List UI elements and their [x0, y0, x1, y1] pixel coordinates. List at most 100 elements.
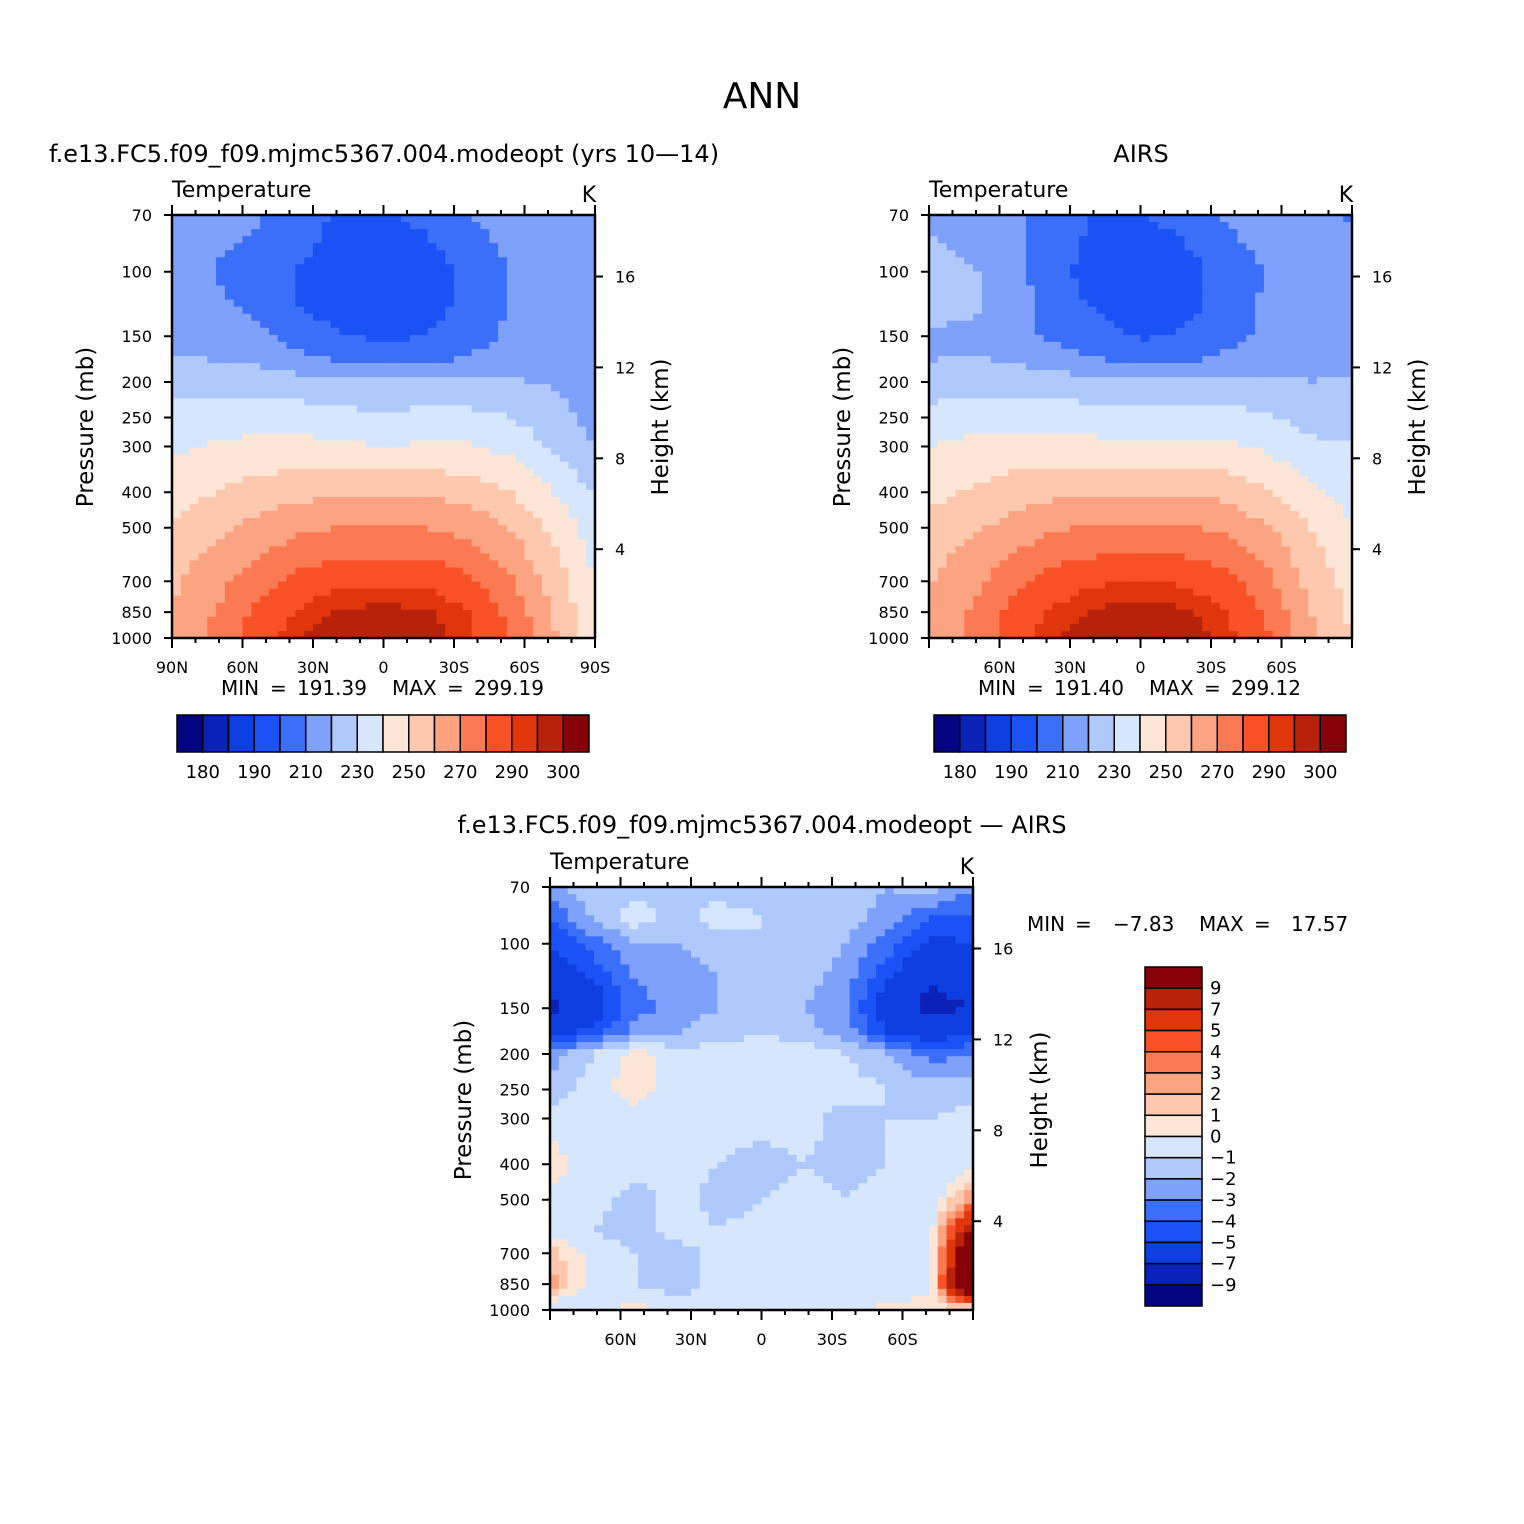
- heatmap-cell: [1122, 497, 1133, 505]
- heatmap-cell: [542, 398, 552, 406]
- heatmap-cell: [1034, 419, 1045, 428]
- heatmap-cell: [260, 595, 270, 604]
- heatmap-cell: [559, 595, 570, 604]
- heatmap-cell: [1263, 377, 1274, 385]
- heatmap-cell: [1263, 215, 1274, 223]
- heatmap-cell: [489, 398, 499, 406]
- heatmap-cell: [445, 398, 455, 406]
- heatmap-cell: [1299, 412, 1309, 421]
- heatmap-cell: [1043, 243, 1053, 251]
- heatmap-cell: [242, 504, 252, 512]
- heatmap-cell: [946, 426, 957, 435]
- heatmap-cell: [1281, 229, 1291, 237]
- heatmap-cell: [401, 567, 411, 576]
- heatmap-cell: [216, 405, 226, 413]
- heatmap-cell: [233, 250, 244, 258]
- heatmap-cell: [313, 264, 323, 272]
- heatmap-cell: [1025, 377, 1036, 385]
- heatmap-cell: [207, 299, 217, 308]
- heatmap-cell: [999, 398, 1009, 406]
- heatmap-cell: [392, 370, 402, 378]
- heatmap-cell: [1043, 377, 1053, 385]
- heatmap-cell: [550, 327, 561, 336]
- heatmap-cell: [973, 461, 983, 470]
- heatmap-cell: [1105, 454, 1115, 463]
- heatmap-cell: [1034, 497, 1045, 505]
- heatmap-cell: [1290, 299, 1300, 308]
- heatmap-cell: [357, 553, 367, 562]
- heatmap-cell: [1237, 278, 1247, 287]
- heatmap-cell: [550, 264, 561, 272]
- heatmap-cell: [198, 356, 208, 364]
- heatmap-cell: [1211, 313, 1221, 322]
- heatmap-cell: [357, 539, 367, 547]
- heatmap-cell: [304, 320, 314, 329]
- heatmap-cell: [418, 278, 429, 287]
- heatmap-cell: [515, 271, 526, 280]
- heatmap-cell: [313, 461, 323, 470]
- heatmap-cell: [1096, 468, 1106, 477]
- heatmap-cell: [524, 574, 534, 583]
- heatmap-cell: [1070, 405, 1080, 413]
- heatmap-cell: [374, 475, 385, 484]
- heatmap-cell: [392, 468, 402, 477]
- heatmap-cell: [251, 419, 261, 428]
- heatmap-cell: [286, 412, 296, 421]
- heatmap-cell: [1184, 341, 1194, 350]
- heatmap-cell: [506, 327, 517, 336]
- colorbar-swatch: [485, 714, 513, 753]
- heatmap-cell: [462, 285, 473, 294]
- heatmap-cell: [216, 602, 226, 611]
- heatmap-cell: [445, 497, 455, 505]
- heatmap-cell: [304, 257, 314, 265]
- heatmap-cell: [981, 257, 992, 265]
- heatmap-cell: [251, 574, 261, 583]
- heatmap-cell: [321, 553, 332, 562]
- heatmap-cell: [1070, 433, 1080, 442]
- colorbar-label: 300: [546, 762, 580, 783]
- heatmap-cell: [321, 278, 332, 287]
- heatmap-cell: [224, 419, 235, 428]
- heatmap-cell: [304, 616, 314, 625]
- heatmap-cell: [1025, 356, 1036, 364]
- heatmap-cell: [542, 348, 552, 357]
- heatmap-cell: [471, 518, 482, 526]
- heatmap-cell: [418, 518, 429, 526]
- heatmap-cell: [1096, 497, 1106, 505]
- model-max-value: 299.19: [474, 676, 544, 700]
- heatmap-cell: [233, 602, 244, 611]
- heatmap-cell: [990, 426, 1001, 435]
- heatmap-cell: [1193, 313, 1203, 322]
- heatmap-cell: [383, 426, 393, 435]
- heatmap-cell: [1122, 222, 1133, 230]
- heatmap-cell: [1025, 497, 1036, 505]
- heatmap-cell: [224, 440, 235, 449]
- heatmap-cell: [1025, 419, 1036, 428]
- heatmap-cell: [533, 447, 543, 456]
- heatmap-cell: [180, 334, 191, 343]
- heatmap-cell: [216, 341, 226, 350]
- heatmap-cell: [1025, 447, 1036, 456]
- heatmap-cell: [1131, 222, 1142, 230]
- heatmap-cell: [242, 334, 252, 343]
- heatmap-cell: [374, 609, 385, 618]
- heatmap-cell: [392, 504, 402, 512]
- heatmap-cell: [1343, 271, 1353, 280]
- heatmap-cell: [946, 341, 957, 350]
- heatmap-cell: [436, 475, 446, 484]
- heatmap-cell: [955, 222, 965, 230]
- heatmap-cell: [1184, 215, 1194, 223]
- heatmap-cell: [1052, 447, 1062, 456]
- heatmap-cell: [471, 574, 482, 583]
- heatmap-cell: [498, 433, 508, 442]
- heatmap-cell: [515, 581, 526, 590]
- heatmap-cell: [401, 377, 411, 385]
- heatmap-cell: [268, 553, 279, 562]
- heatmap-cell: [1343, 426, 1353, 435]
- heatmap-cell: [409, 609, 420, 618]
- heatmap-cell: [550, 370, 561, 378]
- heatmap-cell: [1087, 341, 1098, 350]
- heatmap-cell: [268, 384, 279, 392]
- heatmap-cell: [198, 229, 208, 237]
- heatmap-cell: [180, 405, 191, 413]
